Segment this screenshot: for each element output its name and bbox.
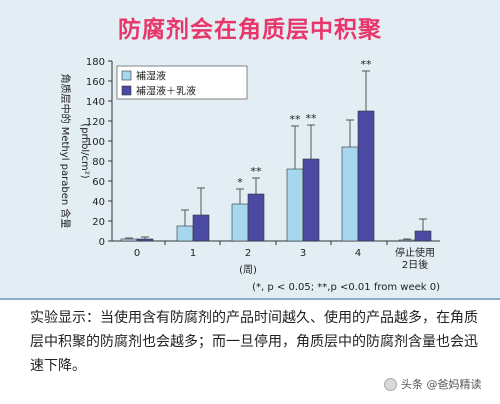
bar-series1-1 <box>176 225 194 242</box>
y-tick-label: 40 <box>92 197 105 208</box>
significance-label: ** <box>290 113 302 126</box>
chart-bars <box>120 70 432 242</box>
y-tick-label: 20 <box>92 217 105 228</box>
bar-series1-0 <box>120 238 138 242</box>
y-tick-label: 80 <box>92 157 105 168</box>
experiment-caption: 实验显示：当使用含有防腐剂的产品时间越久、使用的产品越多，在角质层中积聚的防腐剂… <box>30 310 478 374</box>
bar-series2-1 <box>192 214 210 242</box>
y-axis-label: 角质层中的 Methyl paraben 含量 <box>59 74 72 229</box>
bar-series2-2 <box>247 193 265 242</box>
legend-label-1: 補湿液 <box>136 70 166 83</box>
x-tick-label: 停止使用 <box>395 246 435 259</box>
x-tick-label: 1 <box>190 248 196 259</box>
bar-series2-4 <box>357 110 375 242</box>
x-tick-label: 3 <box>300 248 306 259</box>
x-tick-label: 4 <box>355 248 361 259</box>
legend-swatch-1 <box>121 70 132 81</box>
watermark: 头条 @爸妈精读 <box>384 376 482 392</box>
chart-axes <box>108 60 440 245</box>
avatar-icon <box>384 377 397 391</box>
y-tick-label: 100 <box>86 137 105 148</box>
y-tick-label: 0 <box>99 237 105 248</box>
bar-series1-4 <box>341 146 359 242</box>
chart-panel: 防腐剂会在角质层中积聚 0 20 40 60 80 100 120 140 160 180 * ** *… <box>0 0 500 298</box>
bar-series1-3 <box>286 168 304 242</box>
x-axis-label: (周) <box>239 264 257 276</box>
x-tick-label: 2日後 <box>402 258 428 271</box>
bar-series1-5 <box>398 239 416 242</box>
y-axis-unit: (pmol/cm²) <box>79 123 90 179</box>
significance-label: ** <box>306 112 318 125</box>
y-tick-label: 140 <box>86 97 105 108</box>
bar-series2-3 <box>302 158 320 242</box>
y-tick-label: 60 <box>92 177 105 188</box>
x-tick-label: 0 <box>134 248 140 259</box>
legend-swatch-2 <box>121 85 132 96</box>
y-tick-label: 180 <box>86 57 105 68</box>
legend-box <box>116 65 248 100</box>
page-title: 防腐剂会在角质层中积聚 <box>118 17 382 43</box>
significance-label: ** <box>251 165 263 178</box>
significance-label: * <box>237 176 243 189</box>
significance-label: ** <box>361 58 373 71</box>
bar-series1-2 <box>231 203 249 242</box>
watermark-text: 头条 @爸妈精读 <box>401 378 482 391</box>
significance-footnote: (*, p < 0.05; **,p <0.01 from week 0) <box>252 282 440 293</box>
y-tick-label: 120 <box>86 117 105 128</box>
bar-series2-0 <box>136 238 154 242</box>
x-tick-label: 2 <box>245 248 251 259</box>
section-divider <box>0 298 500 300</box>
legend-label-2: 補湿液＋乳液 <box>136 85 196 98</box>
bar-series2-5 <box>414 230 432 242</box>
y-tick-label: 160 <box>86 77 105 88</box>
